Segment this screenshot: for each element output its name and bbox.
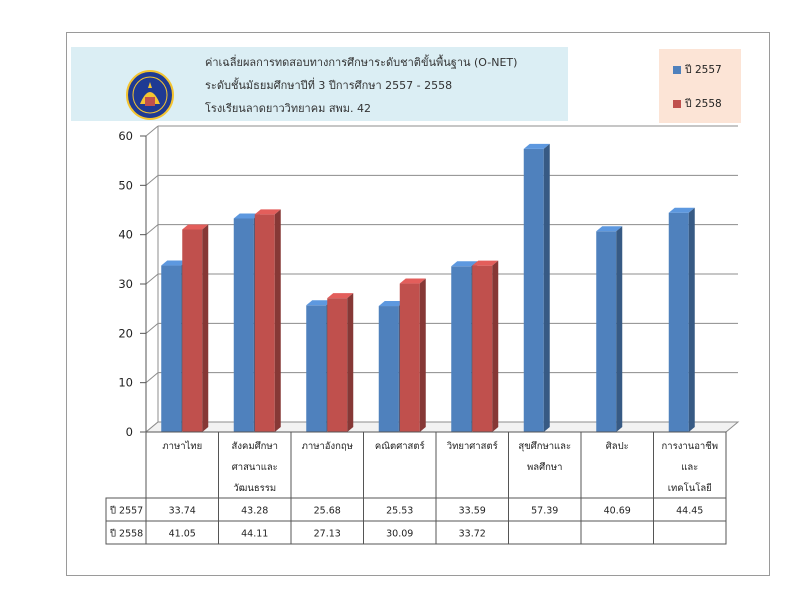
gridline-side-60 bbox=[145, 125, 159, 137]
data-label-1-4: 33.72 bbox=[459, 529, 486, 540]
y-tick-label-30: 30 bbox=[118, 277, 133, 291]
school-seal-icon bbox=[126, 70, 174, 120]
bar-top bbox=[378, 301, 405, 307]
bar-side bbox=[543, 143, 550, 432]
y-tick-label-50: 50 bbox=[118, 178, 133, 192]
bar-front bbox=[668, 212, 689, 432]
bar-top bbox=[451, 261, 478, 267]
bar-side bbox=[688, 207, 695, 432]
legend-label-2558: ปี 2558 bbox=[685, 98, 722, 110]
bar-top bbox=[668, 207, 695, 213]
data-label-1-2: 27.13 bbox=[314, 529, 341, 540]
data-label-0-5: 57.39 bbox=[531, 506, 558, 517]
gridline-side-10 bbox=[145, 372, 159, 384]
bar-side bbox=[616, 226, 623, 432]
data-label-1-1: 44.11 bbox=[241, 529, 268, 540]
bar-front bbox=[327, 298, 348, 432]
category-label-4-0: วิทยาศาสตร์ bbox=[446, 440, 498, 452]
category-label-5-1: พลศึกษา bbox=[527, 462, 562, 473]
bar-side bbox=[347, 293, 354, 432]
bar-front bbox=[233, 218, 254, 432]
legend-item-2557: ปี 2557 bbox=[673, 61, 722, 78]
bar-ปี2557-7 bbox=[668, 207, 695, 432]
bar-top bbox=[233, 213, 260, 219]
bar-ปี2558-2 bbox=[327, 293, 354, 432]
table-row-label-0: ปี 2557 bbox=[109, 505, 143, 517]
bar-ปี2558-4 bbox=[472, 260, 499, 432]
y-tick-label-0: 0 bbox=[126, 425, 133, 439]
data-label-0-2: 25.68 bbox=[314, 506, 341, 517]
data-label-0-3: 25.53 bbox=[386, 506, 413, 517]
legend-swatch-2558 bbox=[673, 100, 681, 108]
category-label-1-1: ศาสนาและ bbox=[232, 462, 278, 473]
bar-ปี2558-0 bbox=[182, 224, 209, 432]
category-label-1-2: วัฒนธรรม bbox=[233, 483, 276, 494]
data-label-0-6: 40.69 bbox=[604, 506, 631, 517]
category-label-7-0: การงานอาชีพ bbox=[662, 440, 718, 452]
bar-front bbox=[399, 283, 420, 432]
legend-label-2557: ปี 2557 bbox=[685, 64, 722, 76]
bar-top bbox=[472, 260, 499, 266]
legend-item-2558: ปี 2558 bbox=[673, 95, 722, 112]
data-label-0-0: 33.74 bbox=[169, 506, 196, 517]
category-label-0-0: ภาษาไทย bbox=[162, 440, 202, 452]
bar-front bbox=[523, 148, 544, 432]
bar-top bbox=[306, 300, 333, 306]
y-tick-label-40: 40 bbox=[118, 228, 133, 242]
bar-side bbox=[492, 260, 499, 432]
bar-ปี2557-6 bbox=[596, 226, 623, 432]
y-tick-label-60: 60 bbox=[118, 129, 133, 143]
gridline-side-30 bbox=[145, 273, 159, 285]
category-label-7-1: และ bbox=[681, 462, 698, 473]
bar-front bbox=[182, 229, 203, 432]
category-label-7-2: เทคโนโลยี bbox=[668, 482, 712, 494]
bar-top bbox=[182, 224, 209, 230]
gridline-side-50 bbox=[145, 174, 159, 186]
bar-ปี2558-3 bbox=[399, 278, 426, 432]
table-row-label-1: ปี 2558 bbox=[109, 528, 143, 540]
bar-front bbox=[161, 265, 182, 432]
bar-side bbox=[274, 209, 281, 432]
bar-top bbox=[327, 293, 354, 299]
bar-top bbox=[596, 226, 623, 232]
bar-top bbox=[254, 209, 281, 215]
category-label-3-0: คณิตศาสตร์ bbox=[375, 440, 425, 452]
bar-top bbox=[399, 278, 426, 284]
data-label-1-0: 41.05 bbox=[169, 529, 196, 540]
data-label-0-1: 43.28 bbox=[241, 506, 268, 517]
bar-ปี2558-1 bbox=[254, 209, 281, 432]
category-label-6-0: ศิลปะ bbox=[606, 441, 629, 452]
data-label-0-4: 33.59 bbox=[459, 506, 486, 517]
chart-legend: ปี 2557 ปี 2558 bbox=[659, 49, 741, 123]
y-tick-label-10: 10 bbox=[118, 376, 133, 390]
data-label-1-3: 30.09 bbox=[386, 529, 413, 540]
bar-front bbox=[306, 305, 327, 432]
chart-title-line-3: โรงเรียนลาดยาววิทยาคม สพม. 42 bbox=[205, 102, 372, 115]
category-label-5-0: สุขศึกษาและ bbox=[518, 441, 571, 452]
bar-front bbox=[378, 306, 399, 432]
bar-front bbox=[451, 266, 472, 432]
bar-top bbox=[523, 143, 550, 149]
legend-swatch-2557 bbox=[673, 66, 681, 74]
bar-front bbox=[596, 231, 617, 432]
data-table bbox=[105, 431, 727, 545]
data-label-0-7: 44.45 bbox=[676, 506, 703, 517]
category-label-2-0: ภาษาอังกฤษ bbox=[302, 441, 353, 452]
bar-top bbox=[161, 260, 188, 266]
gridline-side-40 bbox=[145, 224, 159, 236]
bar-front bbox=[254, 214, 275, 432]
chart-title-line-1: ค่าเฉลี่ยผลการทดสอบทางการศึกษาระดับชาติข… bbox=[205, 56, 518, 69]
bar-side bbox=[419, 278, 426, 432]
gridline-side-20 bbox=[145, 322, 159, 334]
bar-front bbox=[472, 265, 493, 432]
chart-title-line-2: ระดับชั้นมัธยมศึกษาปีที่ 3 ปีการศึกษา 25… bbox=[205, 79, 453, 92]
chart-title-box: ค่าเฉลี่ยผลการทดสอบทางการศึกษาระดับชาติข… bbox=[71, 47, 568, 121]
bar-ปี2557-5 bbox=[523, 143, 550, 432]
category-label-1-0: สังคมศึกษา bbox=[232, 441, 278, 452]
y-tick-label-20: 20 bbox=[118, 326, 133, 340]
bar-side bbox=[202, 224, 209, 432]
